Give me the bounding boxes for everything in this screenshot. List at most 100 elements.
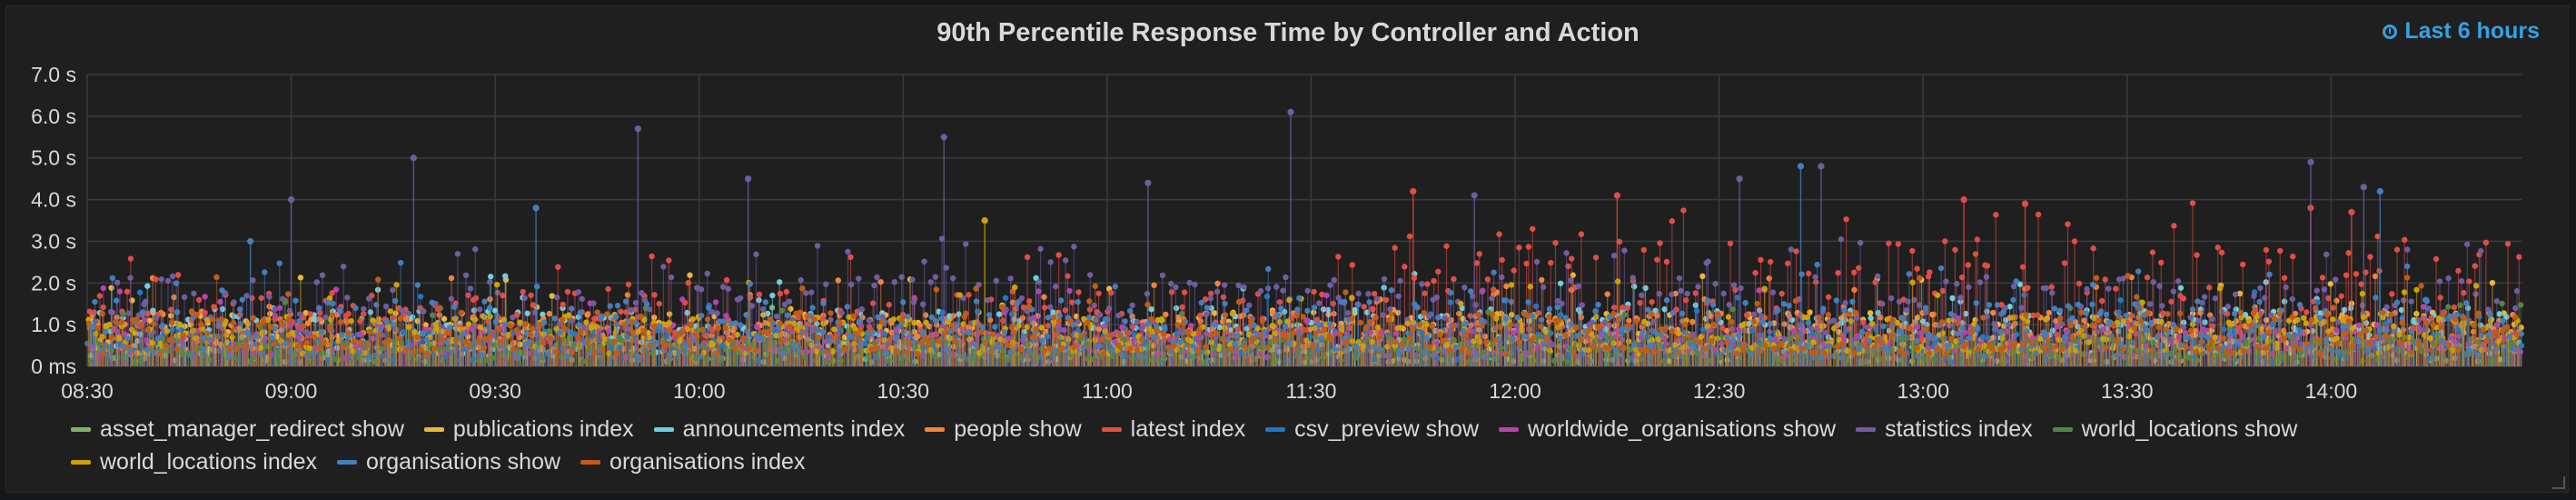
data-point [2347, 305, 2354, 312]
data-point [2025, 285, 2031, 291]
data-point [1624, 305, 1631, 311]
data-point [564, 288, 571, 295]
data-point [765, 310, 771, 317]
peak-point [1960, 195, 1967, 204]
data-point [1270, 309, 1276, 315]
data-point [2180, 295, 2187, 302]
data-point [96, 293, 104, 299]
data-point [1033, 275, 1039, 282]
data-point [2455, 267, 2462, 275]
data-point [1473, 260, 1480, 266]
data-point [1872, 279, 1878, 285]
data-point [2071, 238, 2078, 245]
data-point [1552, 239, 1559, 246]
peak-point [2021, 200, 2029, 207]
data-point [1499, 256, 1505, 264]
data-point [2102, 276, 2108, 283]
data-point [685, 279, 691, 286]
data-point [2128, 313, 2135, 319]
data-point [91, 309, 97, 315]
data-point [1211, 310, 1218, 316]
data-point [1496, 231, 1502, 237]
data-point [1689, 318, 1696, 325]
data-point [687, 272, 693, 278]
data-point [1382, 296, 1390, 304]
data-point [869, 300, 877, 306]
data-point [966, 292, 972, 298]
panel-title[interactable]: 90th Percentile Response Time by Control… [936, 18, 1640, 47]
data-point [302, 309, 309, 316]
data-point [1243, 325, 1251, 332]
data-point [1758, 256, 1764, 264]
data-point [555, 264, 561, 270]
data-point [1886, 240, 1892, 246]
data-point [769, 292, 776, 299]
data-point [1578, 231, 1585, 237]
data-point [1525, 244, 1532, 250]
data-point [1914, 265, 1920, 272]
data-point [1179, 304, 1185, 311]
data-point [864, 335, 870, 342]
data-point [2239, 261, 2246, 268]
data-point [1793, 248, 1799, 255]
data-point [651, 292, 658, 298]
time-range-info[interactable]: Last 6 hours [2383, 18, 2540, 45]
data-point [441, 315, 448, 322]
x-tick-label: 09:00 [265, 379, 318, 403]
data-point [1557, 280, 1564, 286]
data-point [1019, 315, 1026, 321]
data-point [1778, 290, 1785, 297]
data-point [1993, 212, 1999, 218]
data-point [663, 333, 670, 340]
data-point [546, 310, 552, 317]
data-point [86, 308, 93, 315]
data-point [1335, 254, 1342, 260]
data-point [2098, 297, 2105, 305]
data-point [877, 278, 884, 285]
data-point [847, 254, 854, 261]
data-point [144, 283, 151, 289]
data-point [357, 318, 363, 325]
data-point [1411, 275, 1418, 282]
time-range-label: Last 6 hours [2404, 18, 2540, 44]
data-point [2019, 264, 2026, 270]
data-point [2428, 315, 2434, 321]
data-point [1895, 241, 1902, 247]
data-point [2035, 211, 2042, 218]
data-point [624, 292, 631, 298]
data-point [1859, 319, 1867, 325]
data-point [465, 292, 471, 298]
data-point [2158, 259, 2165, 266]
data-point [1752, 269, 1759, 276]
x-tick-label: 11:00 [1082, 379, 1133, 403]
data-point [2317, 310, 2323, 316]
data-point [2061, 260, 2068, 266]
data-point [1654, 256, 1660, 263]
data-point [591, 315, 598, 322]
data-point [1516, 245, 1522, 251]
data-point [2006, 304, 2013, 310]
data-point [1909, 247, 1916, 255]
data-point [1319, 291, 1325, 298]
data-point [1402, 264, 1408, 270]
data-point [1168, 288, 1175, 295]
data-point [417, 293, 424, 300]
data-point [916, 322, 924, 329]
data-point [1784, 260, 1791, 266]
data-point [1163, 311, 1169, 318]
data-point [756, 291, 763, 298]
data-point [1026, 298, 1033, 305]
data-point [422, 322, 429, 328]
data-point [1349, 262, 1355, 268]
data-point [1151, 282, 1157, 288]
data-point [2065, 221, 2071, 227]
data-point [1680, 207, 1687, 214]
data-point [2224, 310, 2231, 317]
data-point [1835, 270, 1841, 276]
data-point [1451, 275, 1457, 283]
data-point [1503, 283, 1510, 290]
data-point [1041, 305, 1048, 311]
data-point [2402, 236, 2408, 244]
y-tick-label: 3.0 s [31, 229, 76, 253]
